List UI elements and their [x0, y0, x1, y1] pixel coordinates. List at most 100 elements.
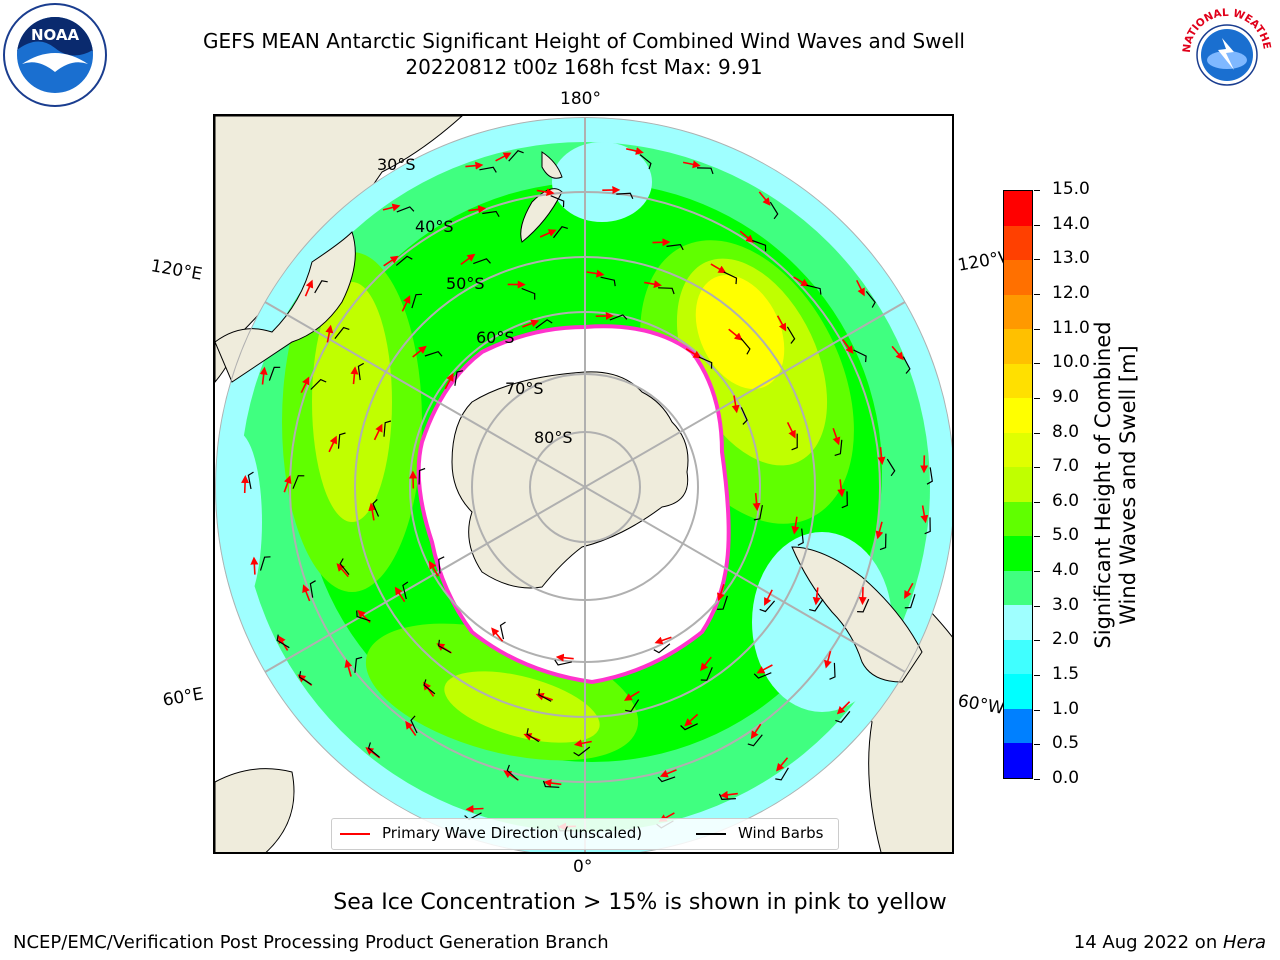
- wave-arrow: [626, 147, 644, 155]
- lon-label-60w: 60°W: [956, 691, 1006, 720]
- colorbar-segment: [1004, 501, 1032, 537]
- wave-arrow: [350, 366, 359, 385]
- wave-arrow: [652, 238, 671, 247]
- colorbar-segment: [1004, 570, 1032, 606]
- colorbar-tick-mark: [1034, 467, 1040, 469]
- colorbar-tick-label: 12.0: [1052, 282, 1090, 303]
- lat-label-70s: 70°S: [505, 379, 544, 398]
- wave-arrow: [659, 769, 677, 778]
- wave-arrow: [555, 653, 574, 662]
- wind-barb: [424, 351, 443, 357]
- wind-barb: [383, 420, 392, 437]
- colorbar-segment: [1004, 708, 1032, 744]
- wave-arrow: [522, 319, 540, 328]
- wind-barb: [657, 776, 676, 783]
- wind-barb: [740, 407, 748, 425]
- nws-logo: NATIONAL WEATHER SERVICE: [1172, 0, 1278, 104]
- wind-barb: [573, 746, 591, 757]
- wind-barb: [499, 621, 506, 640]
- colorbar-tick-label: 15.0: [1052, 179, 1090, 199]
- footer-date-text: 14 Aug 2022 on: [1073, 932, 1223, 953]
- wave-arrow: [858, 587, 867, 606]
- colorbar-tick-mark: [1034, 259, 1040, 261]
- wind-barb: [769, 201, 779, 220]
- wind-barb: [886, 458, 896, 477]
- wind-barb: [797, 528, 804, 546]
- colorbar-tick-mark: [1034, 605, 1040, 607]
- colorbar-tick-mark: [1034, 224, 1040, 226]
- lon-label-120e: 120°E: [149, 256, 204, 285]
- wind-barb: [753, 672, 772, 679]
- wave-arrow: [401, 295, 411, 312]
- wave-arrow: [283, 475, 292, 493]
- wind-barb: [372, 498, 380, 517]
- wave-arrow: [793, 276, 810, 287]
- lon-label-180: 180°: [560, 89, 601, 109]
- colorbar-tick-mark: [1034, 293, 1040, 295]
- lat-label-30s: 30°S: [377, 155, 416, 174]
- wave-arrow: [336, 563, 349, 578]
- colorbar-tick-label: 14.0: [1052, 213, 1090, 234]
- noaa-logo: NOAA: [2, 2, 108, 108]
- wind-barb: [806, 284, 822, 295]
- colorbar-segment: [1004, 190, 1032, 226]
- wave-arrow: [728, 328, 743, 341]
- colorbar-segment: [1004, 432, 1032, 468]
- colorbar-segment: [1004, 674, 1032, 709]
- wave-arrow: [573, 739, 592, 748]
- wave-arrow: [444, 372, 454, 390]
- wind-barb: [834, 439, 843, 456]
- wind-barb: [292, 475, 305, 489]
- wave-arrow: [468, 205, 487, 214]
- wind-barb: [508, 149, 524, 162]
- footer-credit: NCEP/EMC/Verification Post Processing Pr…: [13, 932, 609, 953]
- graticule: [215, 117, 952, 852]
- colorbar-title: Significant Height of Combined Wind Wave…: [1091, 321, 1141, 648]
- wind-barb: [759, 600, 776, 613]
- wind-barb: [841, 491, 848, 509]
- wave-arrow: [891, 345, 904, 361]
- wind-barb: [482, 210, 500, 217]
- wind-barb: [747, 734, 763, 747]
- colorbar-tick-mark: [1034, 779, 1040, 780]
- colorbar-tick-label: 5.0: [1052, 525, 1080, 546]
- wave-arrow: [405, 720, 417, 736]
- wind-barb: [666, 243, 684, 251]
- colorbar-segment: [1004, 225, 1032, 261]
- colorbar-tick-label: 11.0: [1052, 317, 1090, 338]
- wave-arrow: [539, 229, 557, 238]
- lon-label-0: 0°: [573, 857, 593, 877]
- wind-barb: [354, 656, 363, 673]
- colorbar-segment: [1004, 467, 1032, 502]
- wave-arrow: [536, 188, 555, 197]
- wind-barbs: [247, 149, 933, 832]
- wave-arrow: [812, 587, 821, 606]
- legend-wave-swatch: [340, 833, 370, 835]
- wave-arrow: [685, 348, 702, 359]
- wave-arrow: [836, 701, 851, 715]
- wave-arrow: [776, 757, 789, 772]
- colorbar-segment: [1004, 743, 1032, 778]
- wave-arrow: [412, 345, 427, 358]
- wave-arrow: [428, 560, 439, 577]
- wind-barb: [418, 467, 426, 485]
- wind-barb: [526, 728, 540, 743]
- colorbar-tick-mark: [1034, 328, 1040, 330]
- wave-arrow: [302, 584, 311, 602]
- wind-barb: [600, 276, 616, 287]
- wave-arrow: [824, 650, 832, 669]
- wind-barb: [902, 356, 911, 374]
- wave-arrow: [842, 339, 854, 354]
- lat-label-40s: 40°S: [415, 217, 454, 236]
- wind-barb: [276, 634, 290, 649]
- colorbar-tick-mark: [1034, 709, 1040, 711]
- wave-arrow: [837, 479, 846, 498]
- wave-arrow: [644, 280, 662, 289]
- wind-barb: [395, 255, 413, 266]
- wind-barb: [835, 711, 851, 724]
- wave-arrow: [460, 253, 476, 266]
- wave-arrow: [654, 636, 672, 645]
- colorbar-tick-mark: [1034, 536, 1040, 538]
- colorbar-tick-label: 6.0: [1052, 490, 1080, 511]
- wind-barb: [718, 793, 736, 801]
